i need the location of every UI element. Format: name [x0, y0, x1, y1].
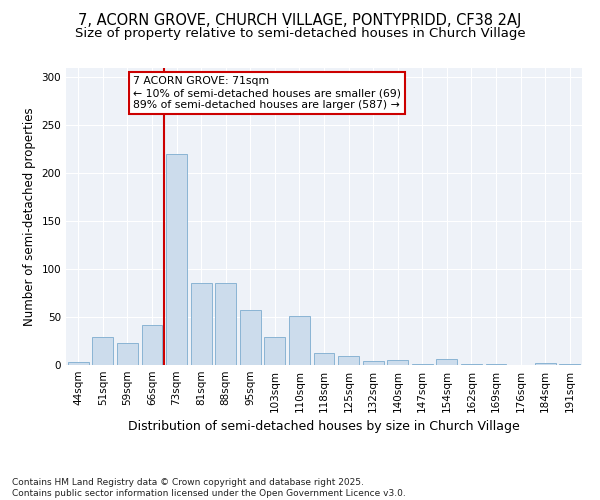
- Bar: [535, 363, 556, 365]
- Bar: [387, 360, 408, 365]
- Bar: [314, 352, 334, 365]
- Bar: [265, 337, 286, 365]
- Bar: [142, 324, 163, 365]
- Bar: [240, 310, 261, 365]
- Bar: [289, 316, 310, 365]
- Bar: [117, 343, 138, 365]
- Bar: [412, 364, 433, 365]
- Bar: [338, 356, 359, 365]
- Bar: [215, 284, 236, 365]
- Text: 7, ACORN GROVE, CHURCH VILLAGE, PONTYPRIDD, CF38 2AJ: 7, ACORN GROVE, CHURCH VILLAGE, PONTYPRI…: [79, 12, 521, 28]
- Bar: [191, 284, 212, 365]
- Text: 7 ACORN GROVE: 71sqm
← 10% of semi-detached houses are smaller (69)
89% of semi-: 7 ACORN GROVE: 71sqm ← 10% of semi-detac…: [133, 76, 401, 110]
- X-axis label: Distribution of semi-detached houses by size in Church Village: Distribution of semi-detached houses by …: [128, 420, 520, 434]
- Y-axis label: Number of semi-detached properties: Number of semi-detached properties: [23, 107, 36, 326]
- Bar: [362, 361, 383, 365]
- Bar: [92, 337, 113, 365]
- Bar: [485, 364, 506, 365]
- Bar: [166, 154, 187, 365]
- Bar: [461, 364, 482, 365]
- Bar: [68, 362, 89, 365]
- Bar: [559, 364, 580, 365]
- Bar: [436, 359, 457, 365]
- Text: Size of property relative to semi-detached houses in Church Village: Size of property relative to semi-detach…: [74, 28, 526, 40]
- Text: Contains HM Land Registry data © Crown copyright and database right 2025.
Contai: Contains HM Land Registry data © Crown c…: [12, 478, 406, 498]
